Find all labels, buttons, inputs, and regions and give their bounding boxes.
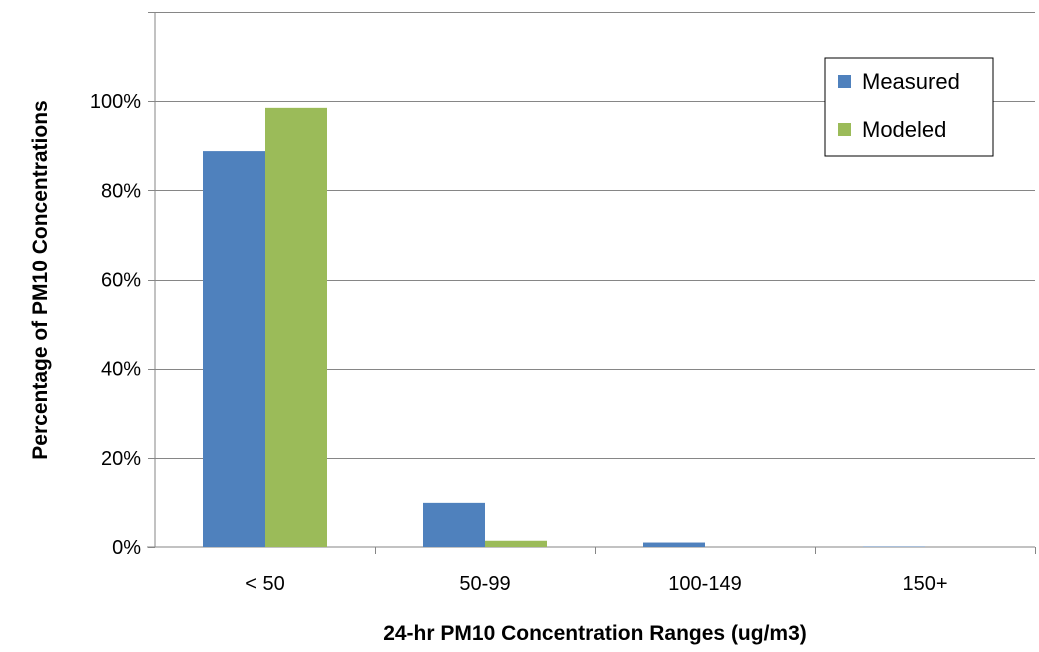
y-tick-label: 20% bbox=[101, 448, 141, 470]
bar-modeled bbox=[485, 540, 547, 547]
x-tick-marks bbox=[375, 547, 1036, 554]
bar-measured bbox=[203, 151, 265, 547]
bar-modeled bbox=[265, 107, 327, 548]
x-tick-label: 50-99 bbox=[459, 573, 510, 595]
legend-swatch-measured bbox=[838, 75, 851, 88]
y-tick-label: 100% bbox=[90, 91, 141, 113]
y-tick-label: 40% bbox=[101, 359, 141, 381]
y-tick-label: 60% bbox=[101, 270, 141, 292]
legend-swatch-modeled bbox=[838, 123, 851, 136]
bars bbox=[203, 107, 925, 548]
y-tick-labels: 0% 20% 40% 60% 80% 100% bbox=[90, 91, 141, 559]
y-tick-label: 80% bbox=[101, 180, 141, 202]
y-axis-title: Percentage of PM10 Concentrations bbox=[29, 100, 52, 459]
x-tick-labels: < 50 50-99 100-149 150+ bbox=[245, 573, 947, 595]
bar-measured bbox=[423, 502, 485, 547]
x-axis-title: 24-hr PM10 Concentration Ranges (ug/m3) bbox=[383, 622, 807, 645]
x-tick-label: 150+ bbox=[902, 573, 947, 595]
x-tick-label: 100-149 bbox=[668, 573, 741, 595]
legend: Measured Modeled bbox=[824, 57, 994, 157]
legend-box bbox=[824, 57, 994, 157]
legend-label-measured: Measured bbox=[862, 69, 960, 94]
bar-measured bbox=[643, 542, 705, 547]
x-tick-label: < 50 bbox=[245, 573, 284, 595]
legend-label-modeled: Modeled bbox=[862, 117, 946, 142]
y-tick-label: 0% bbox=[112, 537, 141, 559]
